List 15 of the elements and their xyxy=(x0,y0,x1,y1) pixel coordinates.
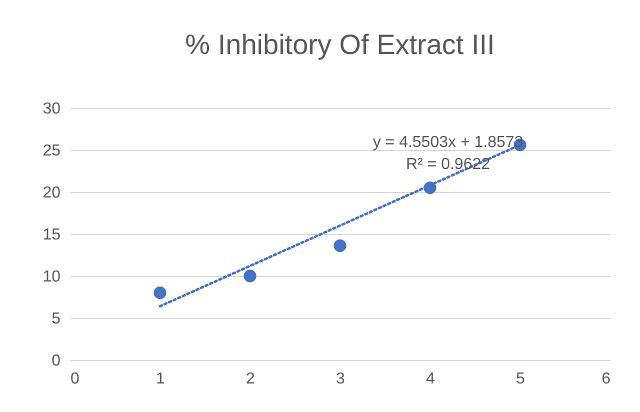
x-tick-label: 4 xyxy=(426,370,436,388)
x-tick-label: 3 xyxy=(336,370,346,388)
y-tick-label: 0 xyxy=(52,352,61,370)
y-tick-label: 15 xyxy=(42,226,61,244)
x-tick-label: 0 xyxy=(70,370,80,388)
x-tick-label: 5 xyxy=(516,370,526,388)
y-tick-label: 10 xyxy=(42,268,61,286)
y-tick-label: 25 xyxy=(42,142,61,160)
x-tick-label: 2 xyxy=(246,370,256,388)
y-tick-label: 30 xyxy=(42,100,61,118)
x-tick-label: 1 xyxy=(156,370,166,388)
y-tick-label: 20 xyxy=(42,184,61,202)
chart-title: % Inhibitory Of Extract III xyxy=(185,29,495,60)
x-tick-label: 6 xyxy=(602,370,611,388)
y-tick-label: 5 xyxy=(52,310,61,328)
